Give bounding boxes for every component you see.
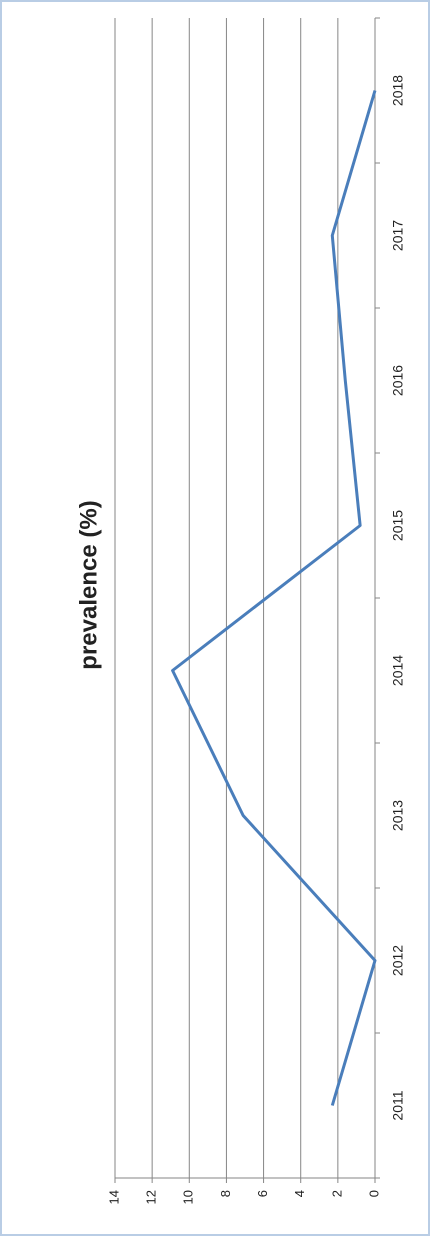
y-tick-label: 0 — [366, 1190, 381, 1197]
line-series — [171, 90, 377, 1106]
x-tick-label: 2011 — [390, 1090, 406, 1120]
y-tick-label: 10 — [181, 1190, 196, 1204]
x-tick-label: 2012 — [390, 945, 406, 976]
y-tick-label: 8 — [218, 1190, 233, 1197]
x-tick-label: 2015 — [390, 510, 406, 541]
y-tick-label: 4 — [292, 1190, 307, 1197]
x-tick-label: 2018 — [390, 75, 406, 106]
y-tick-label: 12 — [144, 1190, 159, 1204]
x-tick-label: 2014 — [390, 655, 406, 686]
y-tick-label: 2 — [329, 1190, 344, 1197]
x-tick-label: 2016 — [390, 365, 406, 396]
x-tick-label: 2017 — [390, 220, 406, 251]
x-tick-label: 2013 — [390, 800, 406, 831]
y-tick-label: 14 — [106, 1190, 121, 1204]
chart-title: prevalence (%) — [75, 500, 102, 669]
y-tick-label: 6 — [255, 1190, 270, 1197]
